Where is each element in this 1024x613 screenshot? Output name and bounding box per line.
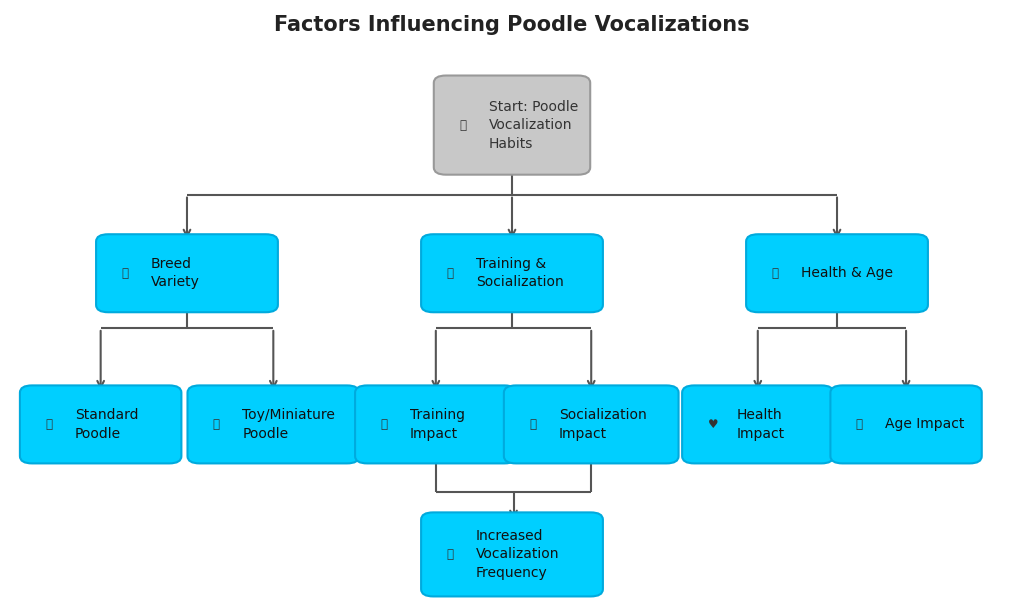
Text: 🐾: 🐾 [381,418,387,431]
FancyBboxPatch shape [421,234,603,312]
Text: Toy/Miniature
Poodle: Toy/Miniature Poodle [243,408,335,441]
Text: 🔊: 🔊 [446,548,454,561]
FancyBboxPatch shape [746,234,928,312]
Text: 🐾: 🐾 [446,267,454,280]
Text: 🐶: 🐶 [529,418,537,431]
Text: Socialization
Impact: Socialization Impact [559,408,646,441]
FancyBboxPatch shape [421,512,603,596]
Text: Start: Poodle
Vocalization
Habits: Start: Poodle Vocalization Habits [488,100,578,151]
Text: Age Impact: Age Impact [886,417,965,432]
Text: 🐕: 🐕 [122,267,128,280]
Text: Health
Impact: Health Impact [737,408,785,441]
FancyBboxPatch shape [355,386,516,463]
Text: Training
Impact: Training Impact [410,408,465,441]
FancyBboxPatch shape [830,386,982,463]
Text: Training &
Socialization: Training & Socialization [476,257,563,289]
Text: Breed
Variety: Breed Variety [151,257,200,289]
Text: Factors Influencing Poodle Vocalizations: Factors Influencing Poodle Vocalizations [274,15,750,36]
Text: Standard
Poodle: Standard Poodle [75,408,138,441]
FancyBboxPatch shape [682,386,834,463]
FancyBboxPatch shape [96,234,278,312]
Text: 📅: 📅 [856,418,863,431]
Text: 🔊: 🔊 [459,118,466,132]
FancyBboxPatch shape [19,386,181,463]
FancyBboxPatch shape [504,386,679,463]
FancyBboxPatch shape [187,386,359,463]
Text: ⏱: ⏱ [771,267,778,280]
Text: 🐩: 🐩 [213,418,220,431]
Text: ♥: ♥ [708,418,718,431]
Text: 🐕: 🐕 [45,418,52,431]
FancyBboxPatch shape [434,75,590,175]
Text: Health & Age: Health & Age [801,266,893,280]
Text: Increased
Vocalization
Frequency: Increased Vocalization Frequency [476,529,559,580]
